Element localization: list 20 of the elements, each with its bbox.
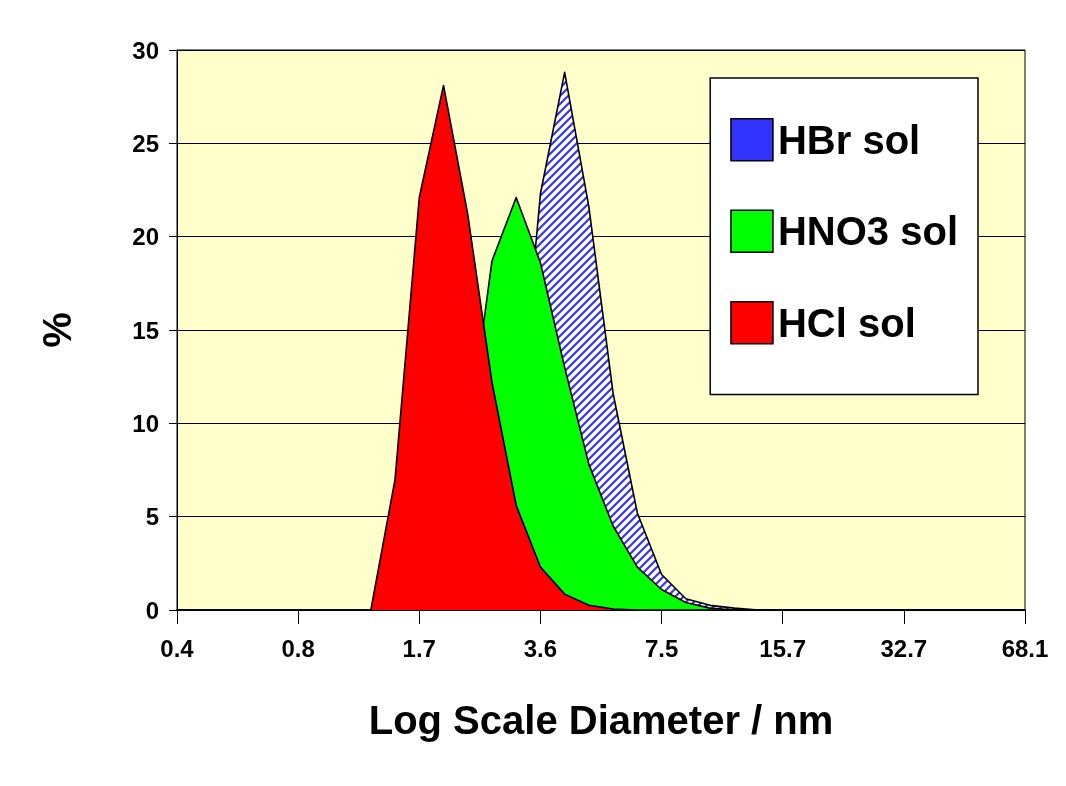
x-tick-label: 68.1 bbox=[1001, 634, 1049, 662]
y-axis-title: % bbox=[35, 312, 79, 348]
y-tick-label: 30 bbox=[132, 36, 159, 64]
y-tick-label: 25 bbox=[132, 129, 159, 157]
x-tick-label: 1.7 bbox=[402, 634, 436, 662]
y-tick-label: 0 bbox=[145, 596, 159, 624]
y-tick-label: 15 bbox=[132, 316, 159, 344]
x-tick-label: 32.7 bbox=[880, 634, 928, 662]
y-tick-label: 10 bbox=[132, 409, 159, 437]
legend-label: HBr sol bbox=[777, 117, 921, 162]
x-axis-title: Log Scale Diameter / nm bbox=[368, 698, 834, 742]
x-tick-label: 15.7 bbox=[759, 634, 807, 662]
x-tick-label: 7.5 bbox=[644, 634, 679, 662]
x-tick-label: 3.6 bbox=[523, 634, 558, 662]
legend-label: HNO3 sol bbox=[777, 209, 959, 254]
x-tick-label: 0.8 bbox=[281, 634, 315, 662]
x-tick-label: 0.4 bbox=[160, 634, 195, 662]
y-tick-label: 20 bbox=[132, 223, 159, 251]
legend-label: HCl sol bbox=[777, 300, 916, 345]
y-tick-label: 5 bbox=[145, 503, 159, 531]
